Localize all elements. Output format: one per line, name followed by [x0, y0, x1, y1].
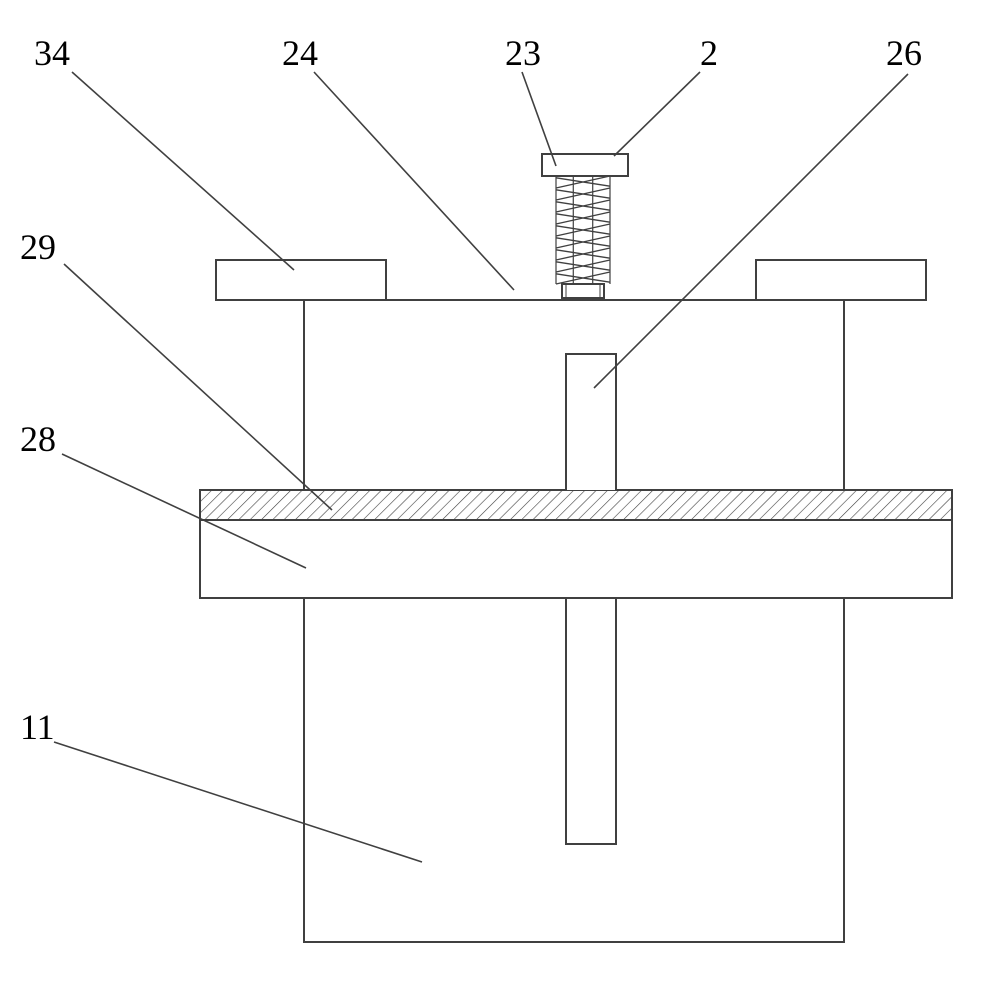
leader-l2 — [614, 72, 700, 156]
label-l23: 23 — [505, 32, 541, 74]
leader-l23 — [522, 72, 556, 166]
label-l28: 28 — [20, 418, 56, 460]
mid-plate — [200, 520, 952, 598]
label-l11: 11 — [20, 706, 55, 748]
label-l34: 34 — [34, 32, 70, 74]
nut — [562, 284, 604, 298]
hatched-layer — [200, 490, 952, 520]
label-l2: 2 — [700, 32, 718, 74]
diagram-canvas — [0, 0, 1000, 987]
label-l24: 24 — [282, 32, 318, 74]
leader-l24 — [314, 72, 514, 290]
spring-coil — [556, 176, 610, 284]
central-shaft — [566, 598, 616, 844]
label-l29: 29 — [20, 226, 56, 268]
leader-l34 — [72, 72, 294, 270]
right-tab — [756, 260, 926, 300]
left-tab — [216, 260, 386, 300]
label-l26: 26 — [886, 32, 922, 74]
